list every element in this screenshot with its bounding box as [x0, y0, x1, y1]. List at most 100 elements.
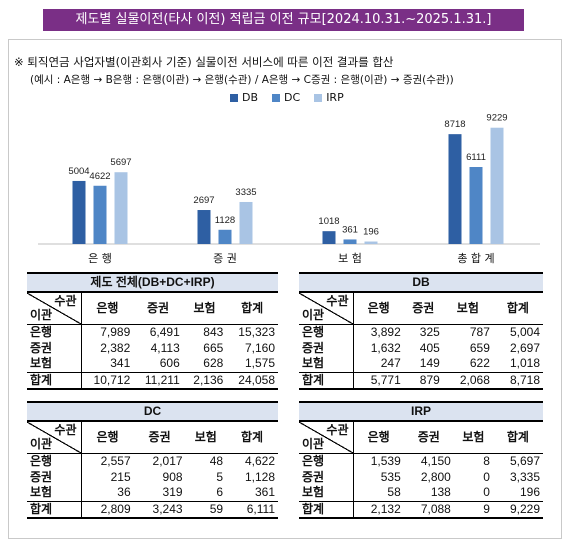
table-cell: 405	[419, 340, 440, 355]
bar-db	[72, 180, 86, 244]
corner-bottom-label: 이관	[30, 307, 53, 322]
table-cell: 15,323	[238, 324, 275, 339]
note-line-1: ※ 퇴직연금 사업자별(이관회사 기준) 실물이전 서비스에 따른 이전 결과를…	[14, 55, 394, 69]
table-cell: 9,229	[492, 500, 543, 519]
row-label: 은행	[27, 453, 82, 469]
table-cell: 5,771	[353, 371, 404, 390]
row-label: 합계	[299, 500, 354, 519]
table-caption: DB	[299, 272, 543, 293]
table-cell: 665	[203, 340, 224, 355]
row-label: 증권	[27, 340, 82, 356]
row-label: 합계	[299, 371, 354, 390]
column-header: 은행	[353, 292, 404, 325]
table-cell: 58	[387, 485, 401, 500]
table-cell: 2,557	[100, 453, 131, 468]
table-cell: 24,058	[226, 371, 278, 390]
column-header: 합계	[492, 421, 543, 454]
bar-db	[448, 134, 462, 244]
table-cell: 36	[117, 485, 131, 500]
table-cell: 7,088	[403, 500, 454, 519]
table-cell: 908	[162, 469, 183, 484]
table-cell: 11,211	[133, 371, 183, 390]
table-cell: 149	[419, 356, 440, 371]
table-cell: 535	[380, 469, 401, 484]
table-row: 보험 58 138 0 196	[299, 485, 543, 501]
table-row: 증권 215 908 5 1,128	[27, 469, 278, 485]
row-label: 합계	[27, 500, 82, 519]
bar-irp	[490, 127, 504, 244]
table-cell: 4,113	[150, 340, 180, 355]
note-line-2: (예시 : A은행 → B은행 : 은행(이관) → 은행(수관) / A은행 …	[30, 74, 454, 86]
table-cell: 879	[403, 371, 443, 390]
table-cell: 0	[483, 469, 490, 484]
table-total-row: 합계 10,712 11,211 2,136 24,058	[27, 371, 278, 390]
table-cell: 2,136	[182, 371, 227, 390]
table-cell: 787	[469, 324, 490, 339]
bar-dc	[343, 239, 357, 244]
legend-label-dc: DC	[284, 91, 301, 104]
column-header: 은행	[81, 292, 134, 325]
table-cell: 4,150	[420, 453, 451, 468]
table-row: 은행 7,989 6,491 843 15,323	[27, 324, 278, 340]
bar-db	[322, 231, 336, 244]
data-label: 196	[363, 227, 379, 238]
table-cell: 628	[203, 356, 224, 371]
table-cell: 7,989	[100, 324, 131, 339]
legend-swatch-db	[230, 93, 238, 102]
corner-top-label: 수관	[54, 294, 77, 308]
table-row: 증권 1,632 405 659 2,697	[299, 340, 543, 356]
row-label: 합계	[27, 371, 82, 390]
category-label: 증 권	[213, 252, 237, 265]
table-cell: 1,018	[509, 356, 540, 371]
table-cell: 6	[216, 485, 224, 500]
table-cell: 3,892	[370, 324, 401, 339]
legend-swatch-dc	[272, 93, 281, 102]
table-total-row: 합계 5,771 879 2,068 8,718	[299, 371, 543, 390]
row-label: 증권	[27, 469, 82, 485]
table-corner: 수관 이관	[299, 421, 354, 454]
bar-db	[197, 210, 211, 244]
legend-item-dc: DC	[272, 91, 300, 104]
corner-bottom-label: 이관	[302, 307, 325, 322]
bar-irp	[114, 172, 128, 244]
table-row: 증권 2,382 4,113 665 7,160	[27, 340, 278, 356]
table-cell: 247	[380, 356, 401, 371]
table-total-row: 합계 2,132 7,088 9 9,229	[299, 500, 543, 519]
legend-item-db: DB	[230, 91, 258, 104]
column-header: 은행	[353, 421, 404, 454]
table-cell: 2,017	[152, 453, 183, 468]
table-cell: 2,132	[353, 500, 404, 519]
row-label: 증권	[299, 469, 354, 485]
table-cell: 1,128	[244, 469, 275, 484]
bar-dc	[469, 167, 483, 244]
row-label: 보험	[27, 356, 82, 372]
table-cell: 5	[216, 469, 224, 484]
table-row: 은행 3,892 325 787 5,004	[299, 324, 543, 340]
corner-bottom-label: 이관	[30, 436, 53, 451]
data-label: 1018	[318, 216, 339, 227]
data-label: 6111	[466, 152, 486, 163]
data-label: 361	[342, 224, 358, 235]
table-row: 은행 2,557 2,017 48 4,622	[27, 453, 278, 469]
row-label: 은행	[299, 324, 354, 340]
column-header: 합계	[226, 421, 278, 454]
table-corner: 수관 이관	[299, 292, 354, 325]
bar-irp	[364, 241, 378, 244]
table-row: 보험 341 606 628 1,575	[27, 356, 278, 372]
table-cell: 5,004	[509, 324, 540, 339]
chart-legend: DB DC IRP	[230, 91, 344, 104]
data-label: 1128	[215, 215, 235, 226]
table-cell: 622	[469, 356, 490, 371]
table-cell: 10,712	[81, 371, 134, 390]
legend-label-db: DB	[242, 91, 259, 104]
bar-dc	[93, 185, 107, 244]
table-row: 보험 247 149 622 1,018	[299, 356, 543, 372]
table-cell: 341	[110, 356, 131, 371]
legend-swatch-irp	[314, 93, 323, 102]
corner-top-label: 수관	[54, 423, 77, 437]
table-row: 증권 535 2,800 0 3,335	[299, 469, 543, 485]
table-caption: IRP	[299, 401, 543, 422]
table-cell: 3,243	[133, 500, 186, 519]
table-cell: 9	[453, 500, 493, 519]
